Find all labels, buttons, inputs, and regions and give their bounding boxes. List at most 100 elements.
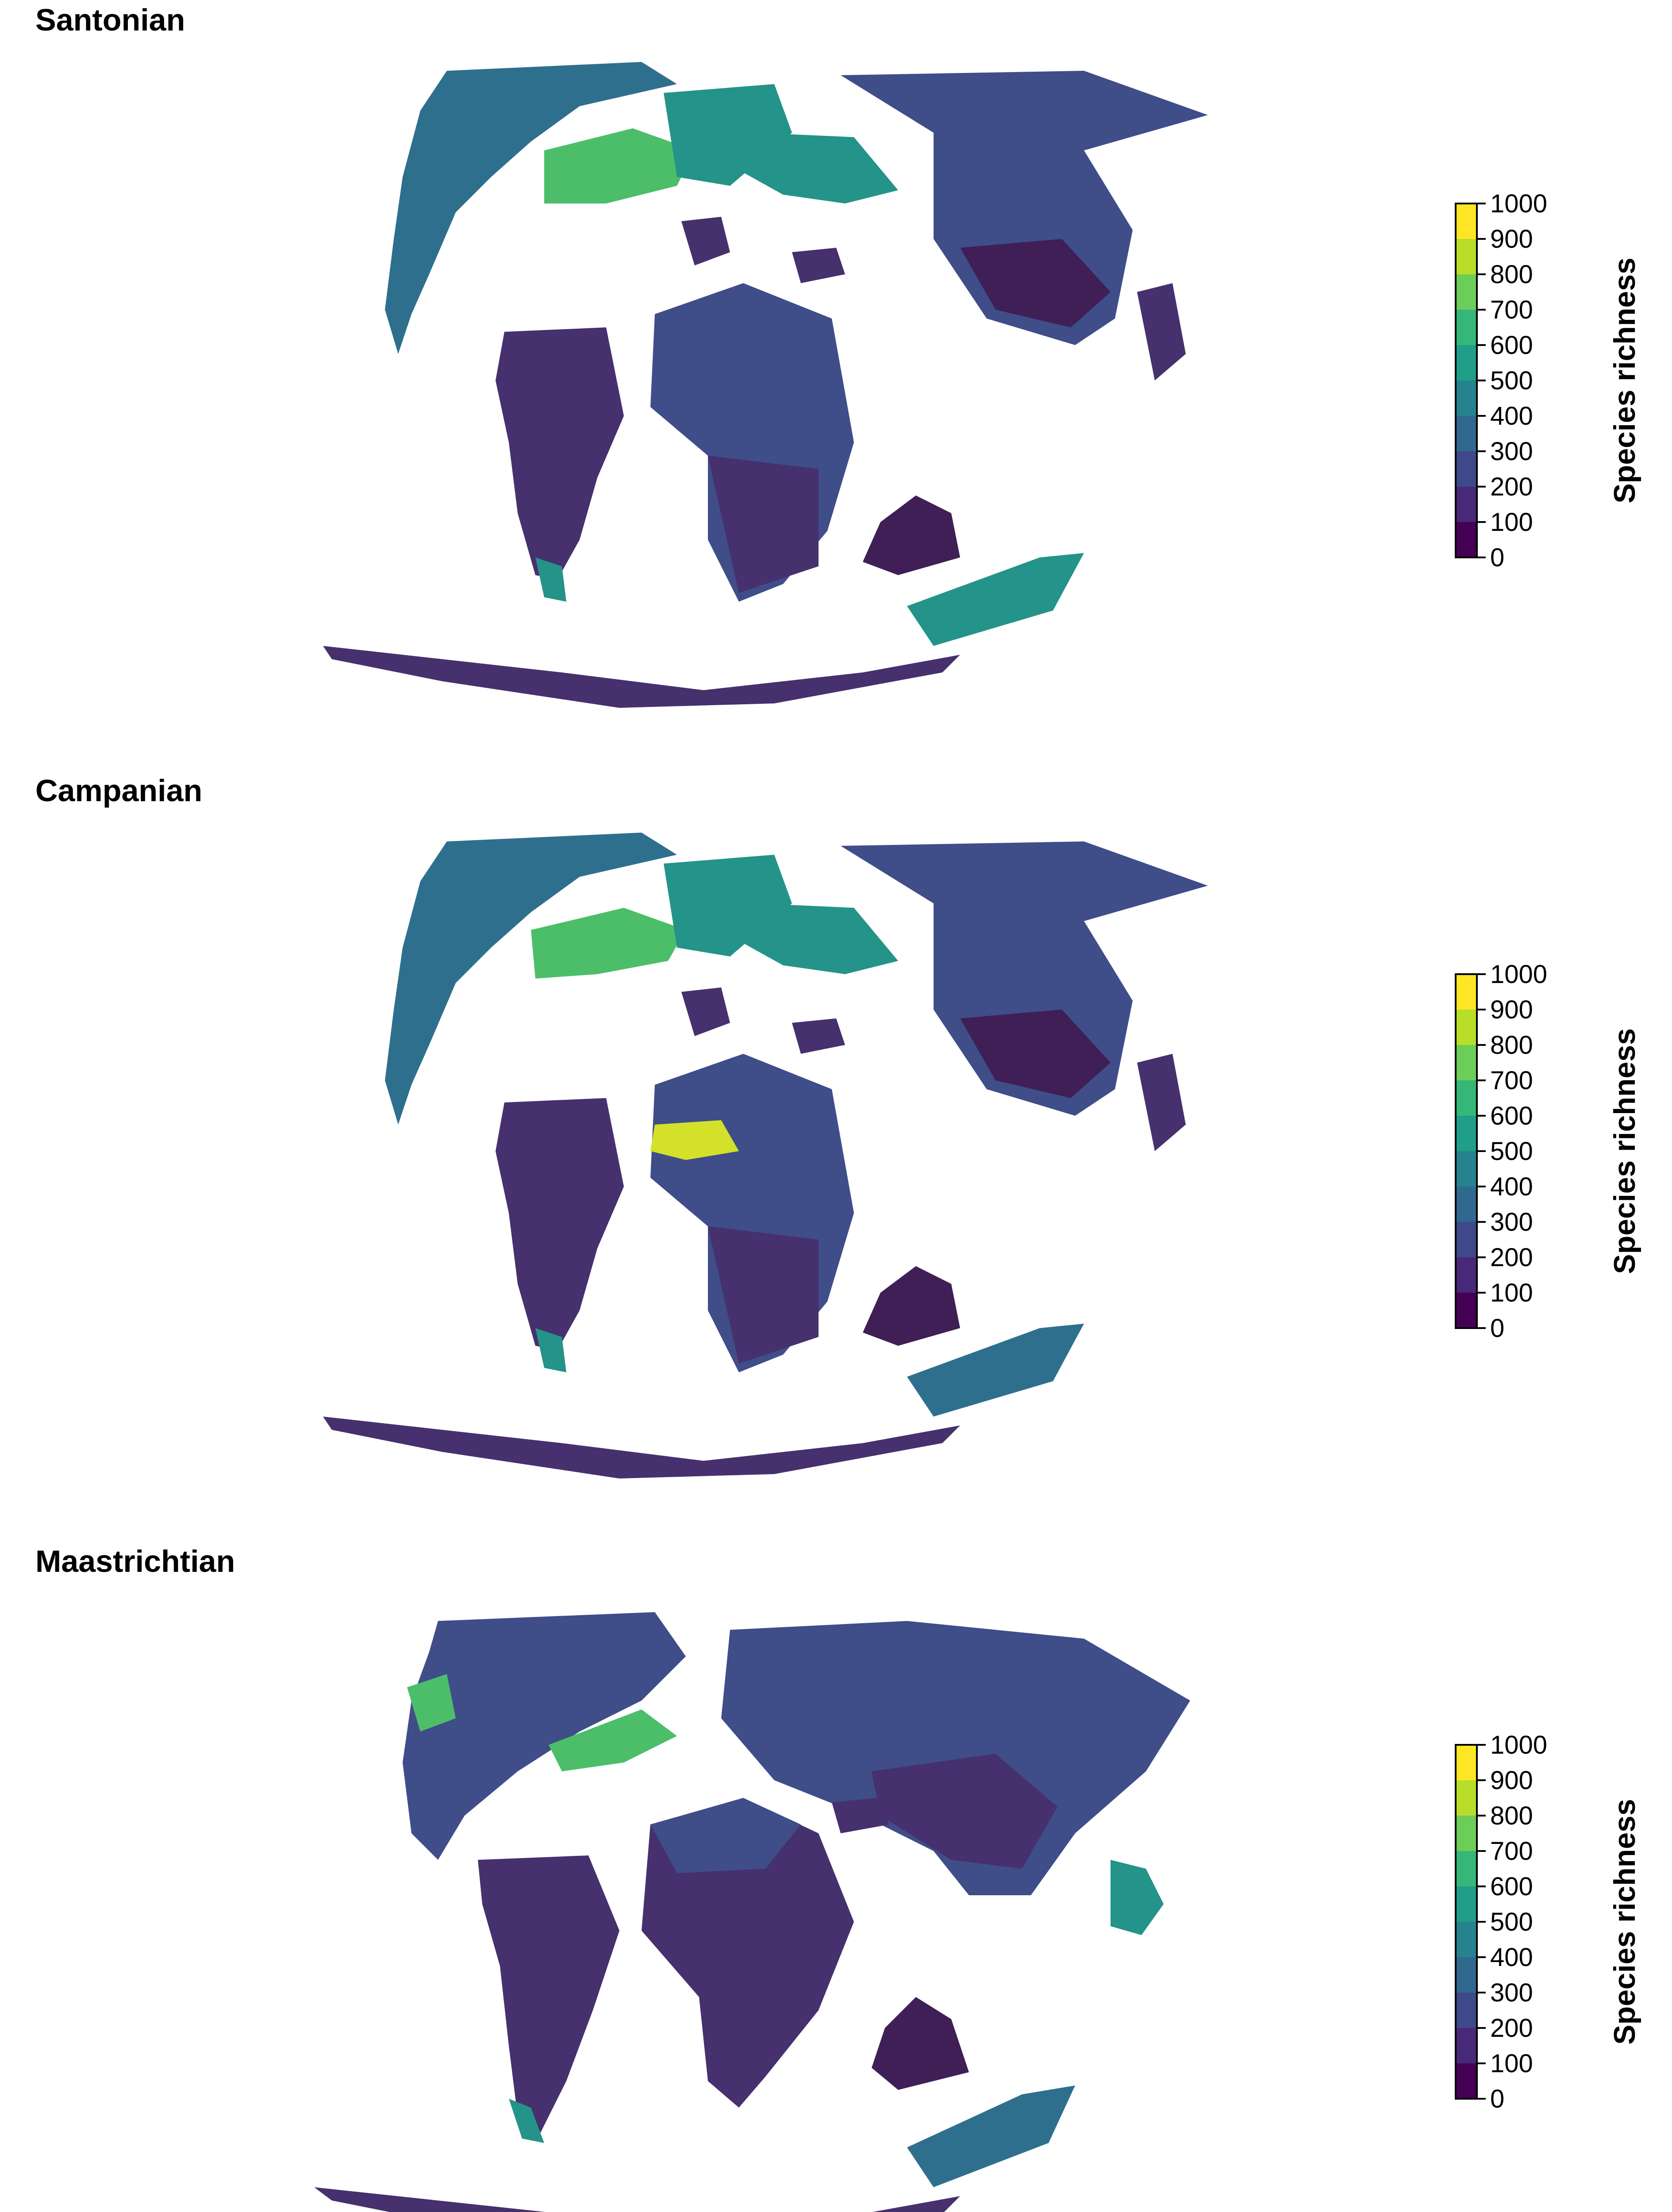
colorbar-segment [1456,416,1477,451]
landmass-eurasia [841,841,1208,961]
colorbar-segment [1456,1010,1477,1045]
legend-title: Species richness [1608,257,1641,503]
tick-label: 500 [1490,1137,1533,1166]
landmass-north-america [385,62,677,354]
colorbar-segment [1456,1293,1477,1328]
colorbar-legend: 1000 900 800 700 600 500 400 300 200 100… [1455,1731,1641,2113]
island [681,987,730,1036]
colorbar-segment [1456,1886,1477,1922]
colorbar-ticks [1477,1744,1486,2100]
tick-label: 900 [1490,995,1533,1024]
tick-label: 0 [1490,2085,1504,2113]
landmass-africa-north [650,1798,801,1873]
tick-label: 200 [1490,472,1533,501]
colorbar-ticks [1477,203,1486,558]
landmass-north-america [403,1612,686,1860]
landmass-asia-south [960,1010,1111,1098]
panel-maastrichtian: Maastrichtian [0,1541,1672,2212]
colorbar-segment [1456,1957,1477,1993]
landmass-india [872,1997,969,2090]
paleomap-maastrichtian [314,1612,1190,2212]
tick-label: 600 [1490,1102,1533,1130]
landmass-greenland [664,855,792,956]
island [792,1018,845,1054]
landmass-south-america [496,1098,624,1350]
tick-label: 100 [1490,2049,1533,2078]
colorbar-segment [1456,1780,1477,1816]
landmass-africa [642,1798,854,2108]
colorbar-segment [1456,1816,1477,1851]
landmass-asia-south [872,1754,1057,1869]
richness-hotspot [544,128,695,204]
colorbar-segment [1456,487,1477,522]
colorbar-segment [1456,1222,1477,1257]
landmass-south-america-tip [509,2099,544,2143]
landmass-south-america-tip [535,557,566,602]
tick-label: 800 [1490,1801,1533,1830]
landmass-eurasia [841,71,1208,190]
richness-peak [650,1120,739,1160]
panel-santonian: Santonian [0,0,1672,768]
tick-label: 0 [1490,543,1504,572]
panel-campanian: Campanian [0,771,1672,1538]
colorbar-segment [1456,310,1477,345]
colorbar-segment [1456,345,1477,380]
tick-label: 900 [1490,225,1533,253]
tick-label: 800 [1490,1031,1533,1060]
island [681,217,730,265]
panel-title: Santonian [35,3,185,37]
tick-label: 400 [1490,402,1533,430]
paleomap-santonian [323,62,1208,708]
colorbar-segment [1456,1922,1477,1957]
colorbar-segment [1456,1080,1477,1116]
colorbar-segment [1456,274,1477,310]
tick-label: 700 [1490,296,1533,324]
island [1137,1054,1186,1151]
tick-label: 1000 [1490,960,1547,989]
colorbar-segment [1456,204,1477,239]
landmass-greenland [664,84,792,186]
tick-label: 200 [1490,2014,1533,2043]
landmass-asia-south [960,239,1111,327]
tick-label: 500 [1490,366,1533,395]
landmass-australia [907,1324,1084,1417]
landmass-antarctica [314,2187,960,2212]
colorbar-legend: 1000 900 800 700 600 500 400 300 200 100… [1455,960,1641,1343]
tick-label: 700 [1490,1837,1533,1866]
colorbar-segment [1456,1257,1477,1293]
landmass-antarctica [323,1417,960,1479]
tick-label: 600 [1490,1872,1533,1901]
tick-label: 700 [1490,1066,1533,1095]
landmass-australia [907,553,1084,646]
tick-label: 100 [1490,1279,1533,1307]
island [792,248,845,283]
landmass-africa-south [708,456,819,593]
tick-label: 200 [1490,1243,1533,1272]
island [832,1798,889,1833]
colorbar-segment [1456,380,1477,416]
colorbar-segment [1456,1187,1477,1222]
colorbar-segment [1456,522,1477,557]
colorbar-legend: 1000 900 800 700 600 500 400 300 200 100… [1455,189,1641,572]
landmass-north-america [385,833,677,1125]
tick-label: 400 [1490,1943,1533,1972]
tick-label: 800 [1490,260,1533,289]
colorbar-segment [1456,2063,1477,2099]
colorbar [1455,203,1478,558]
colorbar [1455,973,1478,1329]
island [1137,283,1186,380]
colorbar-ticks [1477,973,1486,1329]
panel-title: Maastrichtian [35,1544,235,1578]
colorbar-segment [1456,1993,1477,2028]
tick-label: 100 [1490,508,1533,537]
landmass-africa-south [708,1226,819,1363]
tick-label: 1000 [1490,189,1547,218]
colorbar-segment [1456,1745,1477,1780]
landmass-eurasia [721,1621,1190,1895]
panel-title: Campanian [35,773,203,808]
legend-title: Species richness [1608,1028,1641,1274]
colorbar-segment [1456,1151,1477,1187]
landmass-south-america [478,1855,619,2134]
landmass-south-america-tip [535,1328,566,1372]
tick-label: 400 [1490,1172,1533,1201]
